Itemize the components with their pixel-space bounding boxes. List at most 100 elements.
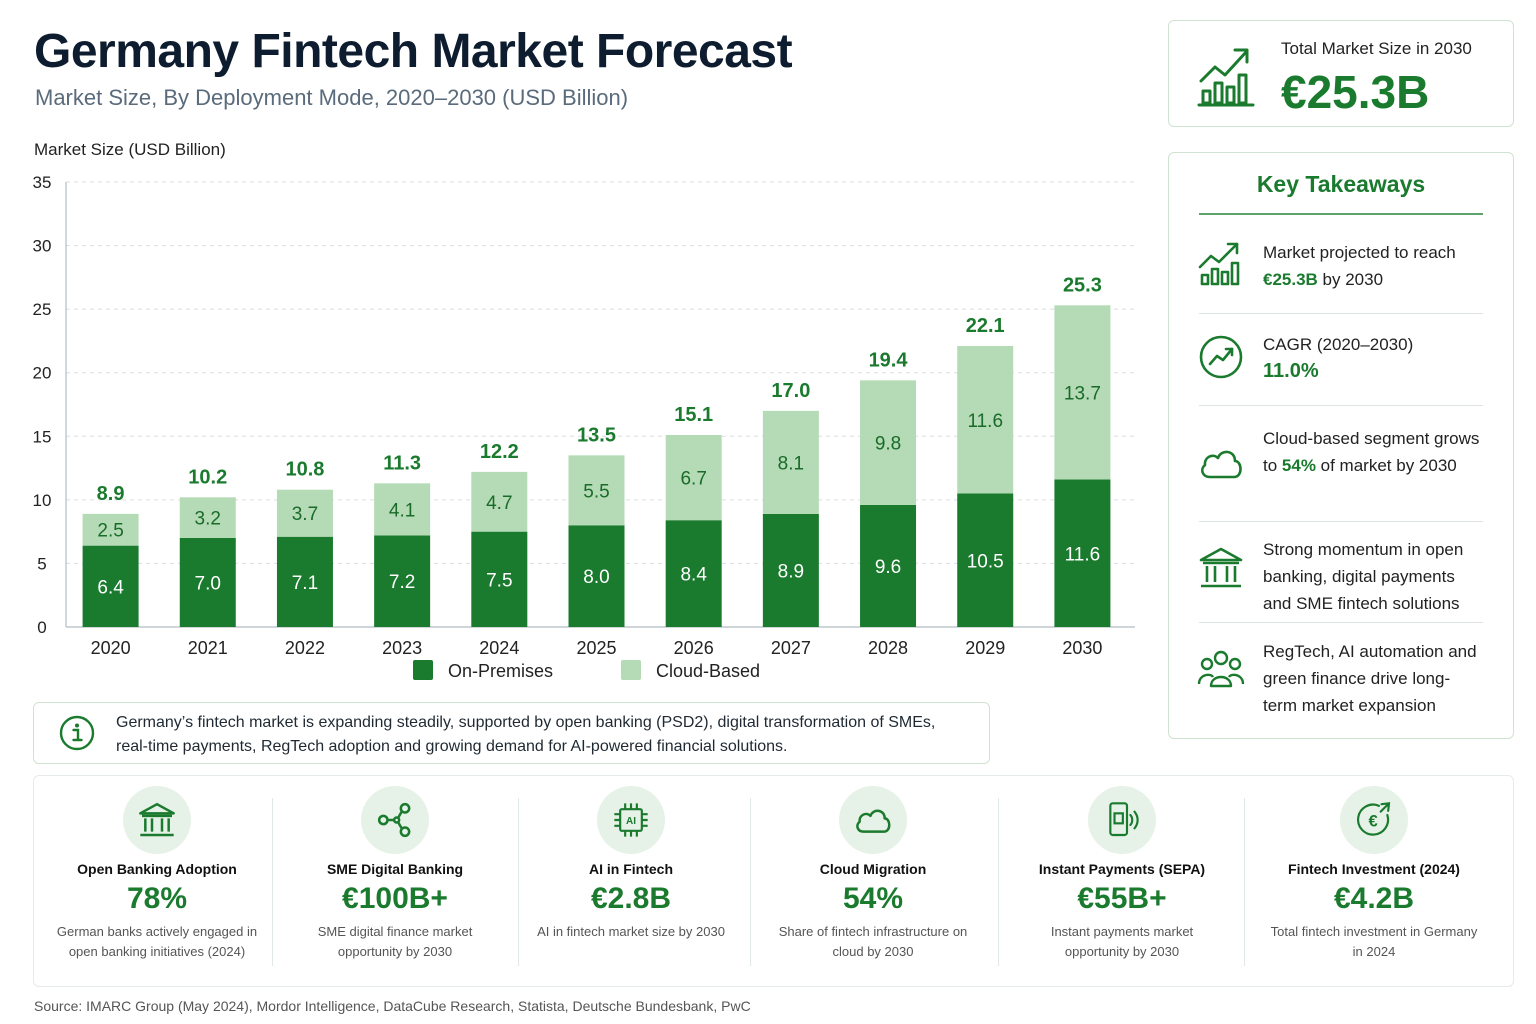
y-tick-label: 0 — [37, 618, 46, 637]
info-line-1: Germany’s fintech market is expanding st… — [116, 714, 936, 731]
x-tick-label: 2024 — [479, 638, 519, 658]
metric-description: Total fintech investment in Germany in 2… — [1270, 924, 1478, 959]
bar-on-premises — [374, 535, 431, 627]
legend-label-on-premises: On-Premises — [448, 661, 553, 681]
stacked-bar-chart: Market Size (USD Billion) 0 5 10 15 20 25 30 35 6… — [0, 130, 1160, 700]
metric-value: €2.8B — [590, 882, 672, 915]
info-icon — [59, 715, 95, 751]
takeaway-separator — [1199, 622, 1483, 623]
contactless-phone-icon — [1109, 802, 1139, 837]
ai-chip-icon: AI — [614, 803, 648, 837]
bar-cloud-based — [179, 497, 236, 538]
data-label-on-premises: 8.4 — [680, 565, 707, 586]
y-tick-label: 35 — [33, 173, 52, 192]
data-label-total: 13.5 — [577, 424, 616, 446]
data-label-cloud-based: 11.6 — [967, 411, 1003, 432]
bar-on-premises — [568, 525, 625, 627]
takeaway-highlight: €25.3B — [1263, 270, 1318, 289]
metric-name: SME Digital Banking — [326, 861, 464, 877]
metrics-row: Open Banking Adoption 78% German banks a… — [33, 775, 1514, 987]
svg-text:AI: AI — [626, 816, 636, 827]
takeaway-highlight: 11.0% — [1263, 360, 1319, 382]
legend-swatch-cloud-based — [621, 660, 641, 680]
growth-chart-icon — [1198, 242, 1240, 286]
y-tick-label: 25 — [33, 300, 52, 319]
x-tick-label: 2027 — [771, 638, 811, 658]
bar-cloud-based — [82, 513, 139, 546]
data-label-total: 22.1 — [966, 315, 1005, 337]
x-tick-label: 2030 — [1062, 638, 1102, 658]
metric-name: Cloud Migration — [819, 861, 927, 877]
people-icon — [1197, 650, 1245, 688]
data-label-cloud-based: 6.7 — [680, 469, 706, 490]
data-label-cloud-based: 5.5 — [583, 481, 609, 502]
data-label-on-premises: 9.6 — [875, 557, 901, 578]
bank-icon — [139, 802, 175, 837]
key-takeaways-panel: Key Takeaways Market projected to reach … — [1168, 152, 1514, 739]
data-label-on-premises: 7.2 — [389, 572, 415, 593]
takeaways-divider — [1199, 213, 1483, 215]
metric-divider — [750, 798, 751, 966]
data-label-on-premises: 8.0 — [583, 567, 609, 588]
info-line-2: real-time payments, RegTech adoption and… — [116, 738, 788, 755]
x-tick-label: 2023 — [382, 638, 422, 658]
bar-cloud-based — [762, 410, 819, 514]
total-market-card: Total Market Size in 2030 €25.3B — [1168, 20, 1514, 127]
x-tick-label: 2026 — [674, 638, 714, 658]
metric-sme-banking: SME Digital Banking €100B+ SME digital f… — [272, 776, 518, 986]
x-tick-label: 2022 — [285, 638, 325, 658]
bar-cloud-based — [665, 435, 722, 521]
metric-divider — [272, 798, 273, 966]
metric-name: AI in Fintech — [589, 861, 673, 877]
data-label-cloud-based: 4.7 — [486, 493, 512, 514]
metric-divider — [1244, 798, 1245, 966]
metric-cloud-migration: Cloud Migration 54% Share of fintech inf… — [750, 776, 996, 986]
bar-on-premises — [179, 538, 236, 627]
metric-description: German banks actively engaged in open ba… — [56, 924, 258, 959]
data-label-on-premises: 11.6 — [1065, 544, 1101, 565]
bar-cloud-based — [1054, 305, 1111, 480]
data-label-on-premises: 7.5 — [486, 570, 512, 591]
bar-on-premises — [665, 520, 722, 627]
takeaway-separator — [1199, 313, 1483, 314]
data-label-on-premises: 7.0 — [195, 574, 221, 595]
metric-description: Share of fintech infrastructure on cloud… — [778, 924, 968, 959]
x-tick-label: 2025 — [576, 638, 616, 658]
growth-chart-icon — [1197, 48, 1255, 107]
takeaway-text: CAGR (2020–2030) — [1263, 335, 1414, 354]
metric-instant-payments: Instant Payments (SEPA) €55B+ Instant pa… — [999, 776, 1245, 986]
data-label-cloud-based: 13.7 — [1064, 383, 1101, 404]
data-label-total: 10.2 — [188, 466, 227, 488]
page-subtitle: Market Size, By Deployment Mode, 2020–20… — [35, 85, 629, 110]
data-label-cloud-based: 9.8 — [875, 434, 901, 455]
bar-cloud-based — [568, 455, 625, 526]
metric-divider — [518, 798, 519, 966]
takeaway-text: Cloud-based segment grows to — [1263, 429, 1480, 475]
data-label-on-premises: 8.9 — [778, 561, 804, 582]
metric-description: AI in fintech market size by 2030 — [537, 924, 725, 939]
y-tick-label: 20 — [33, 364, 52, 383]
metric-name: Instant Payments (SEPA) — [1038, 861, 1206, 877]
bar-on-premises — [762, 513, 819, 627]
bar-cloud-based — [471, 471, 528, 532]
chart-canvas: Market Size (USD Billion)051015202530356… — [33, 140, 1135, 681]
y-tick-label: 10 — [33, 491, 52, 510]
metric-value: €100B+ — [342, 882, 448, 915]
metric-ai-fintech: AI AI in Fintech €2.8B AI in fintech mar… — [508, 776, 754, 986]
legend-label-cloud-based: Cloud-Based — [656, 661, 760, 681]
data-label-cloud-based: 8.1 — [778, 453, 804, 474]
metric-description: Instant payments market opportunity by 2… — [1050, 924, 1194, 959]
takeaway-separator — [1199, 521, 1483, 522]
data-label-total: 12.2 — [480, 441, 519, 463]
total-card-value: €25.3B — [1281, 66, 1430, 118]
bar-cloud-based — [276, 489, 333, 537]
y-axis-label: Market Size (USD Billion) — [34, 140, 226, 159]
takeaways-title: Key Takeaways — [1256, 171, 1426, 197]
data-label-total: 15.1 — [674, 404, 713, 426]
data-label-total: 17.0 — [771, 380, 810, 402]
data-label-cloud-based: 2.5 — [97, 521, 123, 542]
takeaway-text-end: by 2030 — [1317, 270, 1384, 289]
data-label-total: 8.9 — [97, 483, 125, 505]
takeaway-text: Market projected to reach — [1263, 243, 1456, 262]
y-tick-label: 5 — [37, 554, 46, 573]
